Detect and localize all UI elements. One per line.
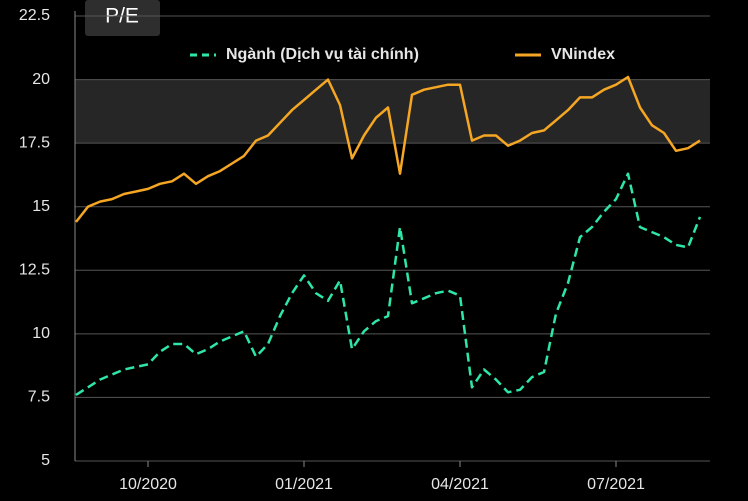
legend-label: Ngành (Dịch vụ tài chính) [226, 46, 419, 63]
y-tick-label: 22.5 [19, 7, 50, 24]
y-tick-label: 7.5 [28, 389, 50, 406]
y-tick-label: 5 [41, 452, 50, 469]
y-tick-label: 20 [32, 71, 50, 88]
x-tick-label: 07/2021 [587, 476, 645, 493]
y-tick-label: 10 [32, 325, 50, 342]
legend-label: VNindex [551, 46, 615, 63]
title-box [85, 0, 160, 36]
y-tick-label: 12.5 [19, 262, 50, 279]
x-tick-label: 01/2021 [275, 476, 333, 493]
series-line [75, 75, 701, 223]
y-tick-label: 17.5 [19, 134, 50, 151]
x-tick-label: 04/2021 [431, 476, 489, 493]
y-tick-label: 15 [32, 198, 50, 215]
series-line [75, 172, 702, 396]
x-tick-label: 10/2020 [119, 476, 177, 493]
